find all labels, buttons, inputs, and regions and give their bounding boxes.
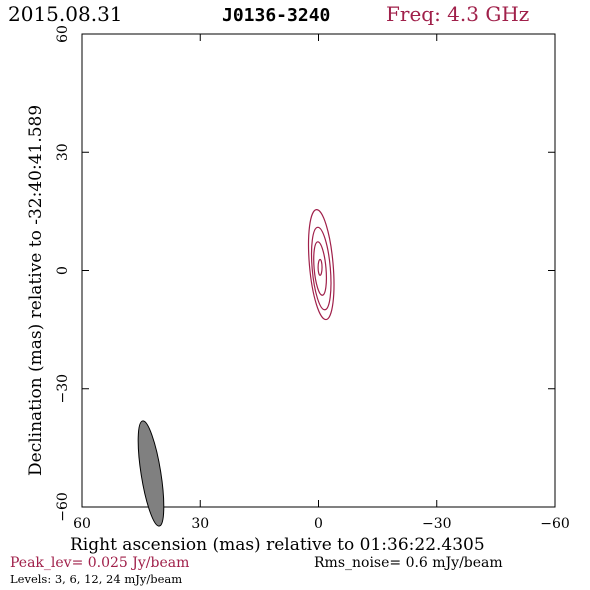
axis-ticks (81, 33, 556, 508)
peak-level: Peak_lev= 0.025 Jy/beam (10, 555, 189, 571)
x-tick-label: 60 (73, 516, 91, 532)
x-tick-label: −60 (540, 516, 570, 532)
frequency-label: Freq: 4.3 GHz (386, 2, 529, 26)
x-tick-label: 30 (191, 516, 209, 532)
beam-ellipse (137, 420, 165, 527)
contour-level-6 (310, 226, 332, 311)
contour-level-3 (307, 209, 335, 321)
x-tick-label: 0 (314, 516, 323, 532)
beam-ellipse-group (137, 420, 165, 527)
x-axis-label: Right ascension (mas) relative to 01:36:… (70, 535, 485, 555)
y-tick-label: 60 (55, 25, 71, 43)
source-contours (307, 209, 335, 321)
x-tick-label: −30 (422, 516, 452, 532)
y-tick-label: 0 (55, 266, 71, 275)
contour-level-12 (313, 241, 328, 296)
y-tick-label: 30 (55, 143, 71, 161)
rms-noise: Rms_noise= 0.6 mJy/beam (314, 555, 503, 571)
y-tick-label: −30 (55, 374, 71, 404)
source-name: J0136-3240 (222, 5, 330, 26)
observation-date: 2015.08.31 (8, 2, 123, 26)
y-tick-label: −60 (55, 492, 71, 522)
contour-levels: Levels: 3, 6, 12, 24 mJy/beam (10, 572, 182, 586)
x-tick-labels: 60 30 0 −30 −60 (73, 516, 570, 532)
y-axis-label: Declination (mas) relative to -32:40:41.… (26, 105, 46, 476)
contour-level-24 (317, 258, 323, 276)
y-tick-labels: −60 −30 0 30 60 (55, 25, 71, 522)
